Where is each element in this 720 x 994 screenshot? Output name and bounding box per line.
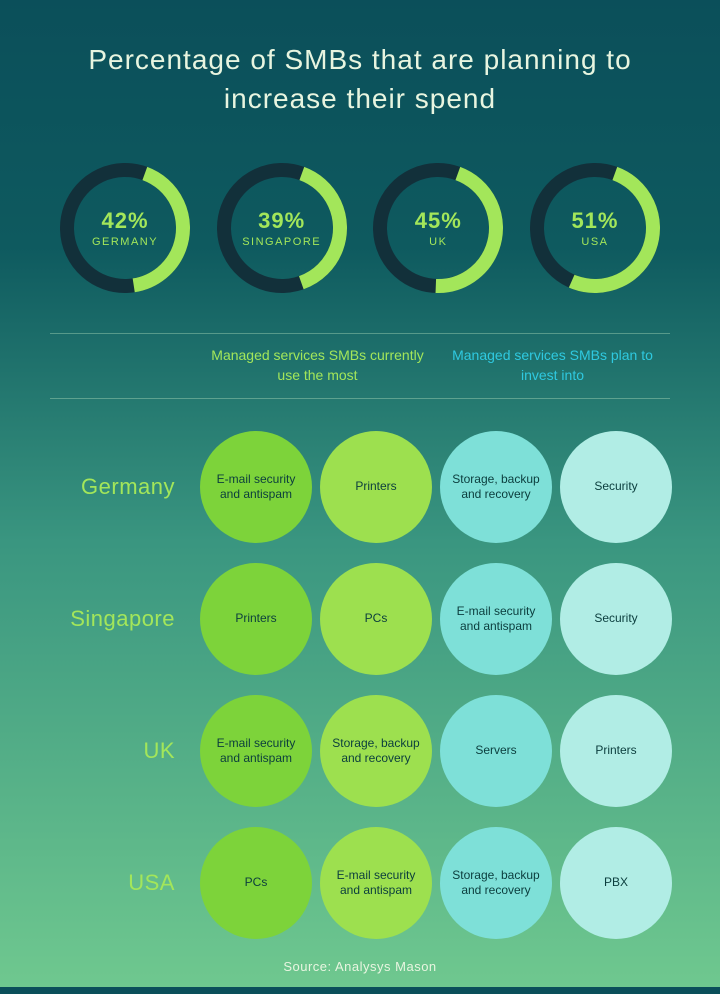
circle-plan-2: PBX [560,827,672,939]
circle-current-1: E-mail security and antispam [200,695,312,807]
row-country-label: Germany [50,474,200,500]
service-row-singapore: SingaporePrintersPCsE-mail security and … [50,563,670,675]
column-header-plan: Managed services SMBs plan to invest int… [435,346,670,385]
column-header-current: Managed services SMBs currently use the … [200,346,435,385]
row-circles: PrintersPCsE-mail security and antispamS… [200,563,672,675]
circle-plan-2: Security [560,563,672,675]
circle-current-2: Printers [320,431,432,543]
circle-current-1: E-mail security and antispam [200,431,312,543]
donut-row: 42%GERMANY39%SINGAPORE45%UK51%USA [50,163,670,293]
circle-current-2: PCs [320,563,432,675]
column-spacer [50,346,200,385]
source-text: Source: Analysys Mason [50,959,670,974]
donut-germany: 42%GERMANY [60,163,190,293]
donut-svg [60,163,190,293]
circle-current-1: PCs [200,827,312,939]
row-country-label: UK [50,738,200,764]
row-circles: PCsE-mail security and antispamStorage, … [200,827,672,939]
donut-svg [373,163,503,293]
circle-plan-1: Storage, backup and recovery [440,431,552,543]
service-row-uk: UKE-mail security and antispamStorage, b… [50,695,670,807]
service-rows: GermanyE-mail security and antispamPrint… [50,411,670,939]
row-country-label: Singapore [50,606,200,632]
infographic-container: Percentage of SMBs that are planning to … [0,0,720,994]
circle-plan-1: Storage, backup and recovery [440,827,552,939]
circle-plan-1: E-mail security and antispam [440,563,552,675]
circle-current-1: Printers [200,563,312,675]
donut-uk: 45%UK [373,163,503,293]
row-circles: E-mail security and antispamStorage, bac… [200,695,672,807]
donut-svg [217,163,347,293]
donut-usa: 51%USA [530,163,660,293]
service-row-usa: USAPCsE-mail security and antispamStorag… [50,827,670,939]
divider-top [50,333,670,334]
circle-plan-1: Servers [440,695,552,807]
page-title: Percentage of SMBs that are planning to … [50,40,670,118]
row-country-label: USA [50,870,200,896]
circle-current-2: Storage, backup and recovery [320,695,432,807]
donut-svg [530,163,660,293]
circle-plan-2: Security [560,431,672,543]
column-headers: Managed services SMBs currently use the … [50,346,670,397]
circle-plan-2: Printers [560,695,672,807]
row-circles: E-mail security and antispamPrintersStor… [200,431,672,543]
divider-bottom [50,398,670,399]
circle-current-2: E-mail security and antispam [320,827,432,939]
service-row-germany: GermanyE-mail security and antispamPrint… [50,431,670,543]
donut-singapore: 39%SINGAPORE [217,163,347,293]
